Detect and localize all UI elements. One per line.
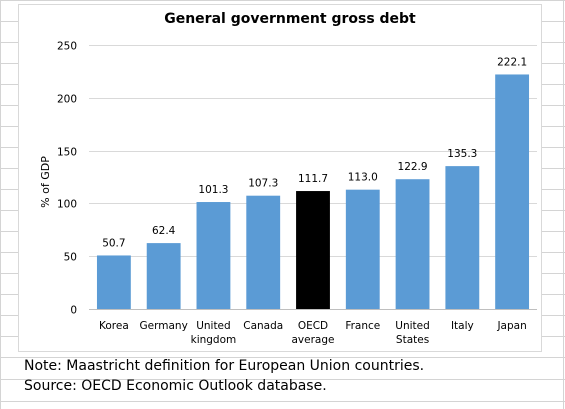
x-tick-label-line: Japan bbox=[496, 320, 526, 332]
data-label: 50.7 bbox=[102, 237, 125, 249]
x-tick-label: Japan bbox=[496, 320, 526, 332]
chart-title: General government gross debt bbox=[164, 11, 416, 27]
x-tick-label-line: France bbox=[345, 320, 380, 332]
bar bbox=[345, 189, 380, 309]
y-tick-label: 50 bbox=[64, 252, 77, 264]
bar bbox=[196, 202, 231, 309]
bars bbox=[96, 74, 530, 309]
chart-area: General government gross debt % of GDP 0… bbox=[18, 4, 542, 352]
y-axis-label: % of GDP bbox=[39, 156, 52, 208]
x-tick-label: United kingdom bbox=[191, 320, 237, 346]
data-label: 111.7 bbox=[298, 173, 328, 185]
x-tick-label: France bbox=[345, 320, 380, 332]
bar bbox=[146, 243, 181, 309]
y-tick-label: 100 bbox=[57, 199, 77, 211]
y-tick-label: 200 bbox=[57, 94, 77, 106]
x-tick-label-line: United bbox=[395, 320, 430, 332]
chart-notes: Note: Maastricht definition for European… bbox=[24, 356, 544, 396]
x-tick-label-line: Italy bbox=[451, 320, 474, 332]
data-label: 62.4 bbox=[152, 225, 176, 237]
data-label: 113.0 bbox=[348, 172, 378, 184]
x-tick-label: Italy bbox=[451, 320, 474, 332]
x-tick-label-line: Canada bbox=[243, 320, 283, 332]
data-label: 122.9 bbox=[398, 161, 428, 173]
x-tick-label-line: kingdom bbox=[191, 334, 237, 346]
data-label: 135.3 bbox=[447, 148, 477, 160]
data-label: 107.3 bbox=[248, 178, 278, 190]
bar bbox=[395, 179, 430, 309]
data-label: 222.1 bbox=[497, 56, 527, 68]
x-tick-label-line: Korea bbox=[99, 320, 129, 332]
y-tick-label: 0 bbox=[70, 305, 77, 317]
x-tick-label-line: Germany bbox=[140, 320, 188, 332]
note-text: Note: Maastricht definition for European… bbox=[24, 358, 425, 374]
x-tick-label-line: OECD bbox=[298, 320, 328, 332]
bar bbox=[495, 74, 530, 309]
x-tick-label: Germany bbox=[140, 320, 188, 332]
x-tick-label: Korea bbox=[99, 320, 129, 332]
bar bbox=[246, 195, 281, 309]
x-tick-label-line: United bbox=[196, 320, 231, 332]
bar bbox=[96, 255, 131, 309]
data-labels: 50.7 62.4 101.3 107.3 111.7 113.0 122.9 135.3 22… bbox=[102, 56, 527, 249]
y-tick-label: 250 bbox=[57, 41, 77, 53]
x-tick-label-line: States bbox=[396, 334, 429, 346]
x-tick-label: OECD average bbox=[292, 320, 335, 346]
y-axis-ticks: 0 50 100 150 200 250 bbox=[57, 41, 77, 317]
x-tick-label-line: average bbox=[292, 334, 335, 346]
x-tick-label: United States bbox=[395, 320, 430, 346]
x-axis-ticks: Korea Germany United kingdom Canada OECD avera… bbox=[99, 320, 527, 346]
data-label: 101.3 bbox=[198, 184, 228, 196]
bar-chart: General government gross debt % of GDP 0… bbox=[39, 11, 537, 346]
y-tick-label: 150 bbox=[57, 147, 77, 159]
x-tick-label: Canada bbox=[243, 320, 283, 332]
bar bbox=[445, 166, 480, 309]
source-text: Source: OECD Economic Outlook database. bbox=[24, 378, 327, 394]
bar-highlight bbox=[296, 191, 330, 309]
